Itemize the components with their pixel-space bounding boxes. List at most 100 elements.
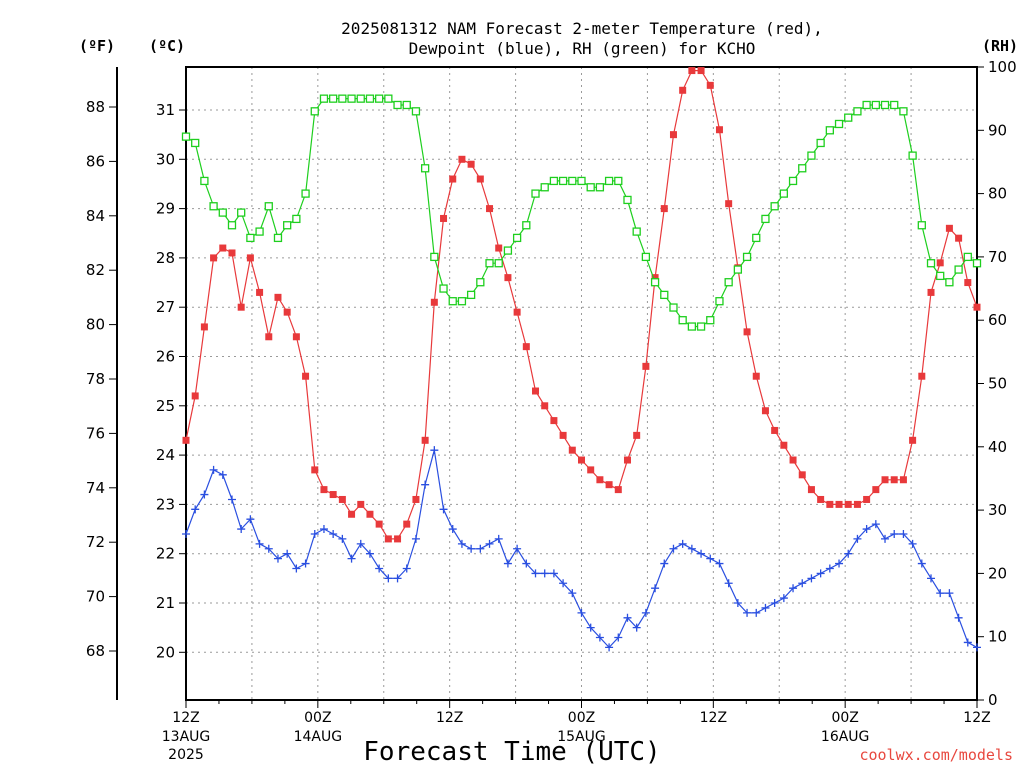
temperature-point (771, 426, 779, 434)
rh-point (558, 176, 568, 186)
dewpoint-point (641, 608, 650, 617)
dewpoint-point (246, 515, 255, 524)
temperature-point (292, 333, 300, 341)
rh-point (807, 151, 816, 160)
temperature-point (246, 254, 254, 262)
rh-point (862, 100, 871, 110)
dewpoint-point (356, 539, 365, 548)
temperature-point (265, 333, 273, 341)
rh-point (604, 176, 614, 186)
dewpoint-point (936, 589, 945, 598)
temperature-point (430, 298, 438, 306)
dewpoint-point (881, 534, 890, 543)
rh-point (393, 100, 402, 110)
temperature-point (228, 249, 236, 257)
rh-point (586, 183, 595, 192)
dewpoint-point (789, 584, 798, 593)
dewpoint-point (476, 544, 485, 553)
rh-point (844, 113, 853, 122)
dewpoint-point (678, 539, 687, 548)
dewpoint-point (338, 534, 347, 543)
rh-point (595, 183, 605, 192)
temperature-point (200, 323, 208, 331)
dewpoint-point (237, 525, 246, 534)
temperature-point (513, 308, 521, 316)
temperature-point (826, 500, 834, 508)
rh-point (402, 100, 411, 110)
dewpoint-point (669, 544, 678, 553)
rh-point (338, 94, 347, 103)
temperature-point (237, 303, 245, 311)
rh-point (209, 202, 218, 211)
temperature-point (550, 417, 558, 425)
dewpoint-point (724, 579, 733, 588)
dewpoint-point (816, 569, 825, 578)
temperature-point (467, 160, 475, 168)
rh-point (733, 265, 743, 274)
rh-point (237, 208, 246, 217)
rh-point (871, 100, 880, 110)
temperature-point (541, 402, 549, 410)
rh-point (816, 138, 825, 148)
temperature-point (633, 431, 641, 439)
dewpoint-point (522, 559, 531, 568)
rh-point (761, 214, 770, 224)
rh-point (752, 233, 761, 243)
dewpoint-point (218, 470, 227, 479)
temperature-point (918, 372, 926, 380)
credit-text: coolwx.com/models (859, 746, 1013, 764)
temperature-point (449, 175, 457, 183)
rh-point (411, 107, 421, 116)
fahrenheit-tick-label: 72 (86, 533, 105, 551)
dewpoint-point (963, 638, 972, 647)
temperature-point (743, 328, 751, 336)
temperature-point (182, 436, 190, 444)
rh-point (678, 316, 687, 325)
temperature-point (486, 205, 494, 213)
temperature-point (587, 466, 595, 474)
dewpoint-point (706, 554, 715, 563)
temperature-point (623, 456, 631, 464)
rh-tick-label: 70 (988, 248, 1007, 266)
temperature-point (835, 500, 843, 508)
rh-point (375, 94, 384, 103)
fahrenheit-tick-label: 78 (86, 370, 105, 388)
dewpoint-point (191, 505, 200, 514)
rh-point (650, 278, 660, 287)
rh-tick-label: 100 (988, 58, 1017, 76)
dewpoint-point (825, 564, 834, 573)
dewpoint-point (871, 520, 880, 529)
rh-point (310, 107, 319, 116)
rh-point (319, 94, 329, 103)
chart-title-line2: Dewpoint (blue), RH (green) for KCHO (409, 39, 756, 58)
rh-point (669, 303, 678, 312)
temperature-point (532, 387, 540, 395)
rh-point (420, 164, 430, 173)
dewpoint-point (467, 544, 476, 553)
rh-point (200, 176, 209, 186)
temperature-point (890, 476, 898, 484)
dewpoint-point (439, 505, 448, 514)
rh-point (715, 297, 724, 306)
temperature-point (725, 200, 733, 208)
rh-unit-label: (RH) (982, 37, 1018, 55)
temperature-point (964, 279, 972, 287)
temperature-point (927, 288, 935, 296)
rh-point (660, 290, 669, 300)
rh-point (218, 208, 227, 217)
dewpoint-point (973, 643, 981, 652)
temperature-point (817, 495, 825, 503)
rh-point (384, 94, 393, 103)
temperature-point (936, 259, 944, 267)
rh-point (632, 227, 641, 236)
x-tick-date-label: 13AUG (162, 729, 211, 745)
fahrenheit-tick-label: 80 (86, 316, 105, 334)
temperature-point (578, 456, 585, 464)
temperature-point (798, 471, 806, 479)
rh-tick-label: 60 (988, 311, 1007, 329)
dewpoint-point (457, 539, 466, 548)
dewpoint-point (319, 525, 328, 534)
dewpoint-point (908, 539, 917, 548)
grid-lines (186, 67, 977, 700)
dewpoint-point (917, 559, 926, 568)
